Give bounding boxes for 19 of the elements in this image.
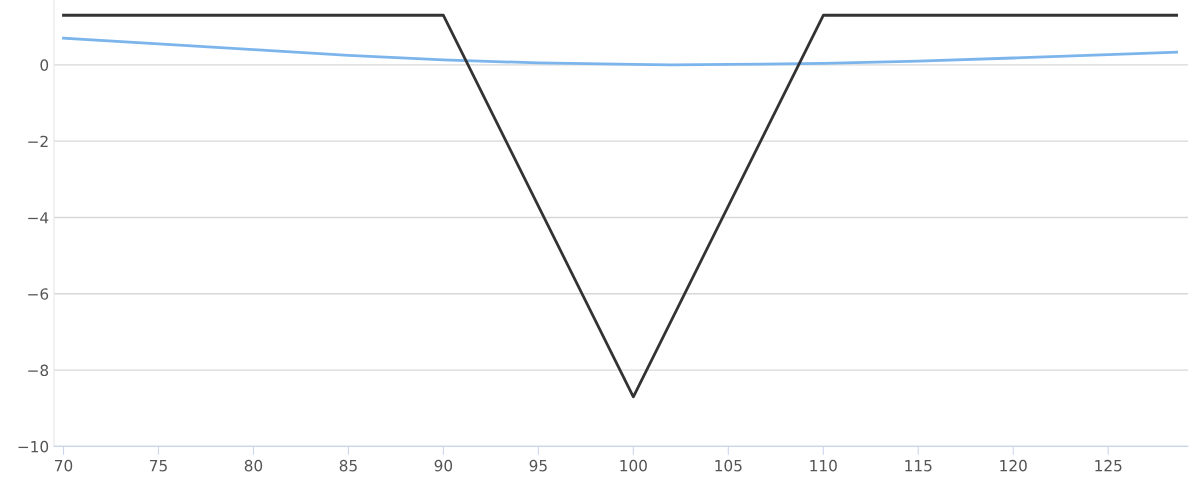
x-tick-label: 95 <box>529 459 547 472</box>
y-tick-label: −8 <box>28 364 49 377</box>
x-tick-label: 90 <box>434 459 453 472</box>
x-tick-label: 85 <box>339 459 357 472</box>
y-tick-label: −6 <box>28 288 49 300</box>
x-tick-label: 125 <box>1095 459 1122 472</box>
x-tick-label: 120 <box>1000 459 1027 472</box>
y-tick-label: −10 <box>18 440 49 453</box>
x-tick-label: 105 <box>715 459 742 472</box>
x-tick-label: 110 <box>810 459 837 472</box>
x-tick-label: 100 <box>620 459 647 472</box>
x-tick-label: 70 <box>55 459 73 472</box>
line-series <box>62 36 1178 67</box>
x-tick-label: 115 <box>905 460 932 472</box>
x-tick-label: 80 <box>244 459 263 472</box>
y-tick-label: −4 <box>28 212 49 224</box>
x-tick-label: 75 <box>150 460 167 472</box>
y-tick-label: 0 <box>40 59 49 71</box>
y-tick-label: −2 <box>28 135 48 147</box>
